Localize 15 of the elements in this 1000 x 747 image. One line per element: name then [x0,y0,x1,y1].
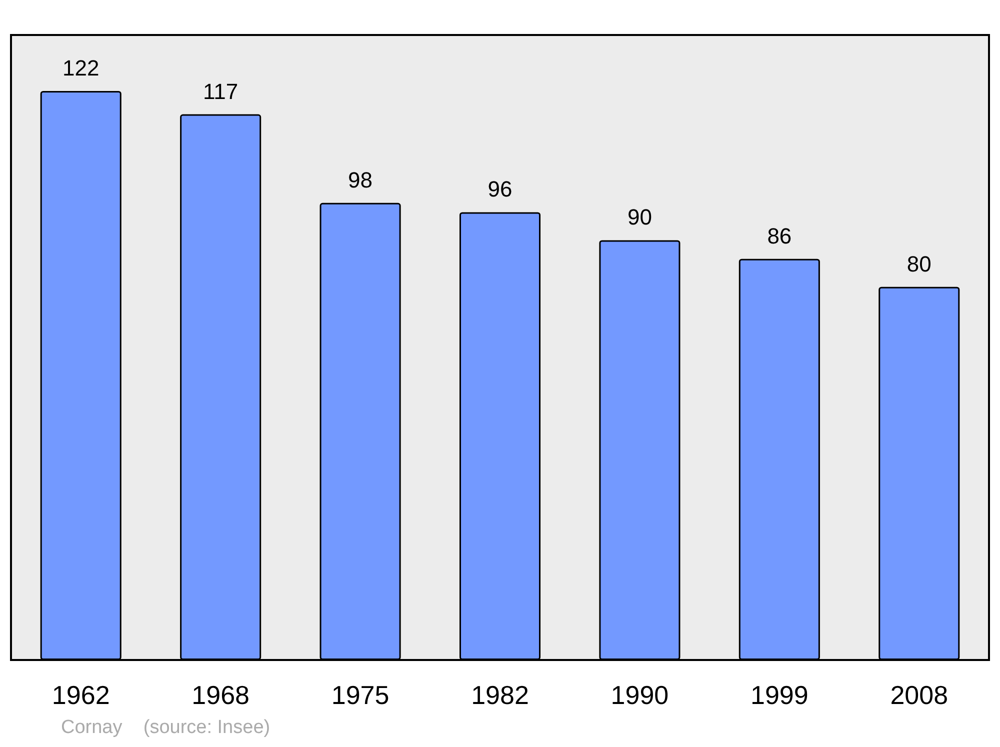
x-tick-label: 1968 [192,680,250,710]
data-label: 117 [203,78,238,104]
data-label: 122 [62,55,100,80]
data-label: 96 [488,176,512,202]
data-label: 86 [767,223,792,248]
x-tick-label: 1999 [750,680,808,710]
data-label: 90 [627,204,652,230]
x-tick-label: 1975 [331,680,390,710]
x-tick-label: 1982 [471,680,529,710]
text: Cornay (source: Insee) [61,717,270,738]
data-label: 80 [906,251,932,276]
data-label: 98 [348,167,373,192]
x-tick-label: 2008 [890,680,948,710]
x-tick-label: 1990 [610,680,669,710]
x-tick-label: 1962 [52,680,110,710]
